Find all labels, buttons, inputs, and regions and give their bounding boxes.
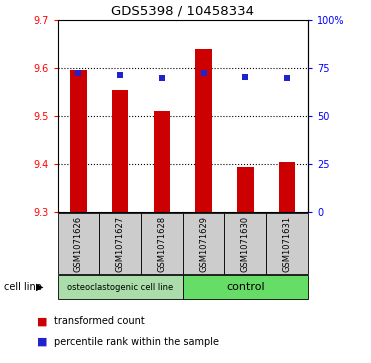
Bar	[183, 275, 308, 299]
Text: ■: ■	[37, 316, 47, 326]
Bar	[183, 213, 224, 274]
Bar	[99, 213, 141, 274]
Bar	[70, 70, 87, 212]
Bar	[195, 49, 212, 212]
Bar	[141, 213, 183, 274]
Bar	[237, 167, 254, 212]
Text: GSM1071627: GSM1071627	[116, 216, 125, 272]
Bar	[58, 213, 99, 274]
Text: osteoclastogenic cell line: osteoclastogenic cell line	[67, 283, 173, 291]
Text: control: control	[226, 282, 265, 292]
Title: GDS5398 / 10458334: GDS5398 / 10458334	[111, 4, 254, 17]
Text: GSM1071628: GSM1071628	[157, 216, 166, 272]
Bar	[279, 162, 295, 212]
Text: GSM1071631: GSM1071631	[283, 216, 292, 272]
Bar	[224, 213, 266, 274]
Text: GSM1071629: GSM1071629	[199, 216, 208, 272]
Text: cell line: cell line	[4, 282, 42, 292]
Bar	[112, 90, 128, 212]
Bar	[58, 275, 183, 299]
Text: GSM1071630: GSM1071630	[241, 216, 250, 272]
Bar	[154, 111, 170, 212]
Text: percentile rank within the sample: percentile rank within the sample	[54, 337, 219, 347]
Text: GSM1071626: GSM1071626	[74, 216, 83, 272]
Text: ▶: ▶	[36, 282, 44, 292]
Bar	[266, 213, 308, 274]
Text: transformed count: transformed count	[54, 316, 145, 326]
Text: ■: ■	[37, 337, 47, 347]
